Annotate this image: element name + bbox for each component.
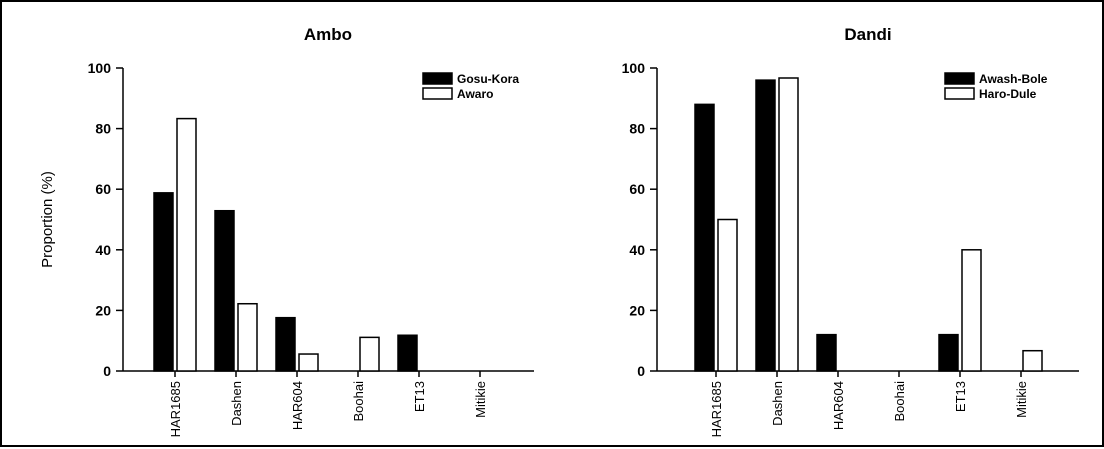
legend-swatch <box>944 72 975 85</box>
x-tick-label: HAR604 <box>290 381 305 430</box>
x-tick-label: Dashen <box>770 381 785 426</box>
chart-title: Ambo <box>304 25 352 44</box>
chart-title: Dandi <box>844 25 891 44</box>
y-tick-label: 80 <box>95 121 111 137</box>
x-tick-label: ET13 <box>412 381 427 412</box>
y-tick-label: 60 <box>629 181 645 197</box>
legend-swatch <box>422 72 453 85</box>
bar-awaro-har1685 <box>176 117 197 372</box>
bar-awaro-dashen <box>237 302 258 372</box>
y-tick-label: 60 <box>95 181 111 197</box>
panel-ambo: Ambo 0 20 40 60 80 100 Proportion (%) HAR1685 Das… <box>39 25 534 437</box>
y-tick-label: 100 <box>88 60 112 76</box>
y-tick-label: 40 <box>95 242 111 258</box>
bar-awash-bole-har1685 <box>694 103 715 372</box>
y-tick-label: 20 <box>629 302 645 318</box>
bar-haro-dule-dashen <box>778 77 799 372</box>
panel-dandi: Dandi 0 20 40 60 80 100 HAR1685 Dashen HAR604 Booh… <box>622 25 1079 437</box>
y-tick-label: 100 <box>622 60 646 76</box>
x-tick-label: Mitikie <box>473 381 488 418</box>
x-tick-label: HAR1685 <box>168 381 183 437</box>
x-tick-label: Mitikie <box>1014 381 1029 418</box>
x-tick-label: ET13 <box>953 381 968 412</box>
legend-label: Gosu-Kora <box>457 72 519 86</box>
y-tick-label: 80 <box>629 121 645 137</box>
x-tick-label: Boohai <box>351 381 366 422</box>
y-tick-label: 0 <box>103 363 111 379</box>
x-tick-label: Boohai <box>892 381 907 422</box>
legend-swatch <box>944 87 975 100</box>
legend-label: Awash-Bole <box>979 72 1048 86</box>
y-tick-label: 0 <box>637 363 645 379</box>
bar-haro-dule-mitikie <box>1022 349 1043 372</box>
bar-haro-dule-har1685 <box>717 218 738 372</box>
bar-awash-bole-har604 <box>816 333 837 372</box>
bar-gosu-kora-har1685 <box>153 192 174 372</box>
bar-haro-dule-et13 <box>961 249 982 372</box>
y-tick-label: 20 <box>95 302 111 318</box>
x-tick-label: HAR604 <box>831 381 846 430</box>
bar-awash-bole-dashen <box>755 79 776 372</box>
bar-gosu-kora-et13 <box>397 334 418 372</box>
x-tick-label: Dashen <box>229 381 244 426</box>
legend-label: Awaro <box>457 87 493 101</box>
x-tick-label: HAR1685 <box>709 381 724 437</box>
bar-awash-bole-et13 <box>938 333 959 372</box>
y-axis-label: Proportion (%) <box>39 171 56 268</box>
legend-swatch <box>422 87 453 100</box>
bar-awaro-boohai <box>359 336 380 372</box>
bar-awaro-har604 <box>298 353 319 372</box>
bar-gosu-kora-dashen <box>214 209 235 372</box>
y-tick-label: 40 <box>629 242 645 258</box>
legend-label: Haro-Dule <box>979 87 1037 101</box>
bar-gosu-kora-har604 <box>275 316 296 372</box>
